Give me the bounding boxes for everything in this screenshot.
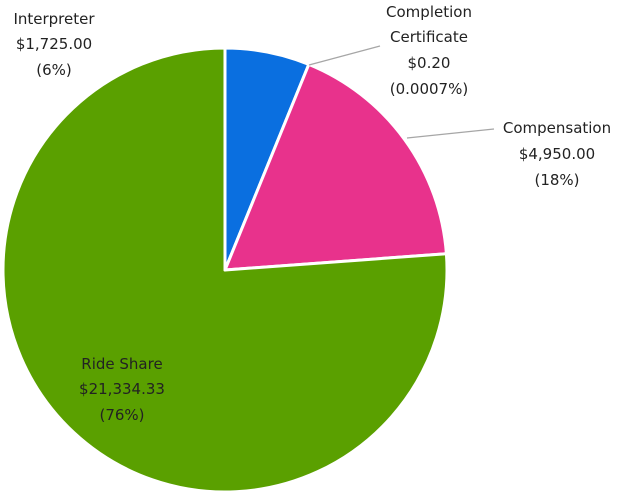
rideshare-label-percent: (76%) [99, 406, 144, 424]
interpreter-data-label: Interpreter $1,725.00 (6%) [13, 10, 95, 79]
pie-slice-compensation [223, 62, 448, 272]
rideshare-label-name: Ride Share [81, 355, 162, 373]
completion-data-label: Completion Certificate $0.20 (0.0007%) [386, 3, 472, 98]
interpreter-label-name: Interpreter [13, 10, 95, 28]
pie-slices [1, 46, 449, 494]
completion-label-value: $0.20 [408, 54, 451, 72]
interpreter-label-percent: (6%) [36, 61, 72, 79]
completion-label-name-1: Completion [386, 3, 472, 21]
rideshare-label-value: $21,334.33 [79, 380, 165, 398]
rideshare-data-label: Ride Share $21,334.33 (76%) [79, 355, 165, 424]
completion-label-name-2: Certificate [390, 28, 468, 46]
compensation-label-value: $4,950.00 [519, 145, 595, 163]
compensation-label-percent: (18%) [534, 171, 579, 189]
completion-leader-line [308, 45, 381, 66]
compensation-data-label: Compensation $4,950.00 (18%) [503, 119, 611, 189]
completion-label-percent: (0.0007%) [390, 80, 468, 98]
interpreter-label-value: $1,725.00 [16, 35, 92, 53]
compensation-leader-line [406, 128, 495, 139]
compensation-label-name: Compensation [503, 119, 611, 137]
